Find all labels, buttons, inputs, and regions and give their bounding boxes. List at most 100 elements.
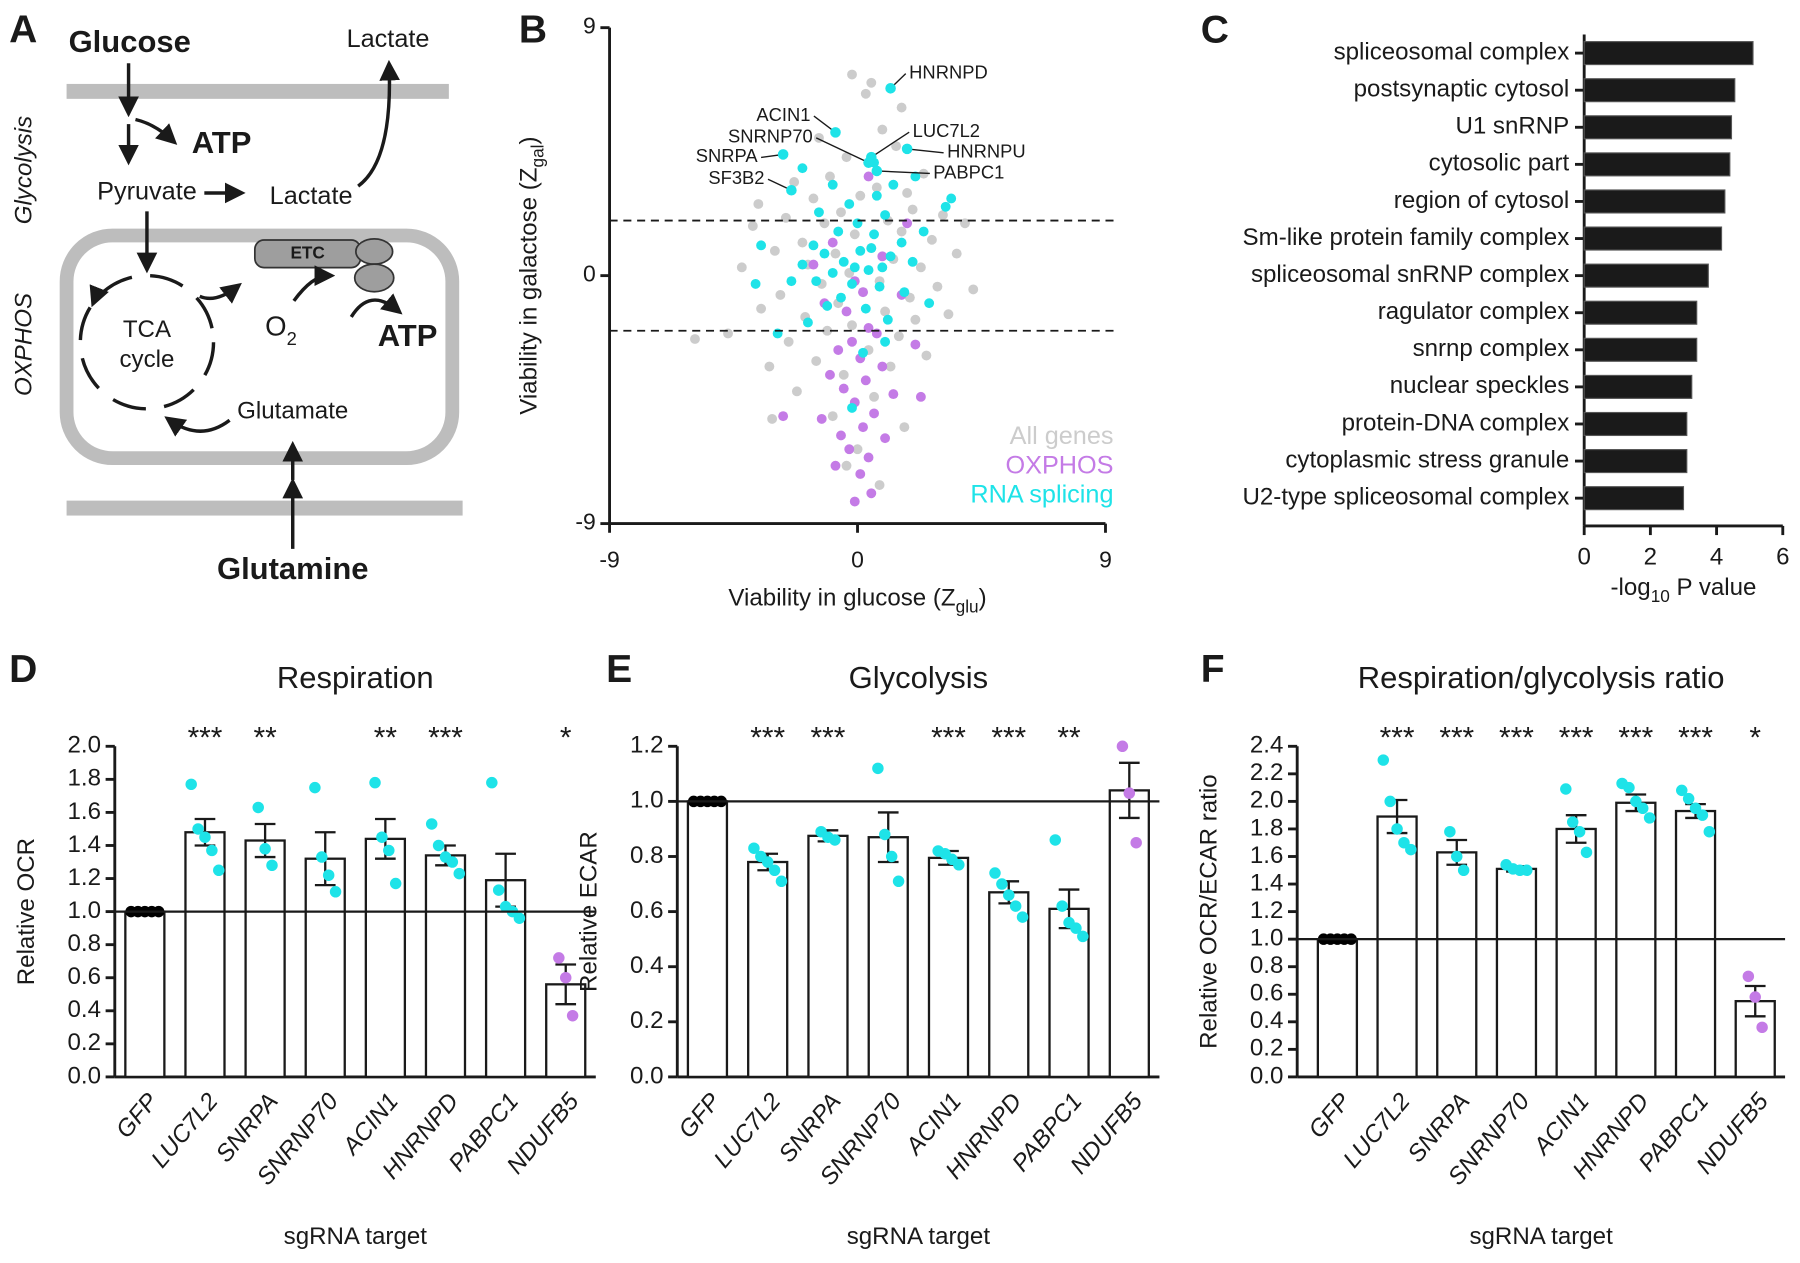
data-point xyxy=(872,762,884,775)
y-tick-label: 0.2 xyxy=(630,1007,664,1034)
point xyxy=(849,496,860,507)
point xyxy=(871,165,883,177)
panel-label: E xyxy=(606,648,632,691)
label: Lactate xyxy=(347,25,430,53)
x-axis-title: Viability in glucose (Zglu) xyxy=(728,585,986,616)
annotation: HNRNPU xyxy=(947,141,1026,162)
data-point xyxy=(213,864,225,877)
data-point xyxy=(989,867,1001,879)
y-tick-label: 0.6 xyxy=(1250,980,1284,1007)
point xyxy=(877,124,888,135)
y-tick-label: 2.4 xyxy=(1250,732,1284,759)
tca-cycle xyxy=(78,273,216,411)
point xyxy=(858,287,868,298)
data-point xyxy=(1049,834,1062,846)
data-point xyxy=(1384,795,1396,808)
panel-label: D xyxy=(9,648,37,691)
significance: *** xyxy=(1559,721,1594,754)
data-point xyxy=(1123,787,1136,799)
y-tick-label: cytoplasmic stress granule xyxy=(1285,446,1569,473)
annotation: PABPC1 xyxy=(933,161,1004,182)
significance: *** xyxy=(811,721,846,754)
bar xyxy=(1583,152,1731,177)
data-point xyxy=(1457,864,1470,877)
legend-label: OXPHOS xyxy=(1005,451,1113,479)
y-tick-label: 0.2 xyxy=(68,1029,102,1056)
data-point xyxy=(1116,740,1129,753)
data-point xyxy=(432,839,445,852)
y-tick-label: 1.4 xyxy=(1250,869,1284,896)
point xyxy=(750,278,761,289)
significance: *** xyxy=(931,721,966,754)
data-point xyxy=(559,971,572,984)
point xyxy=(880,433,891,444)
point xyxy=(690,334,700,344)
y-tick-label: 0.8 xyxy=(68,930,102,957)
point xyxy=(847,402,857,413)
point xyxy=(858,347,868,358)
point xyxy=(836,207,846,218)
y-tick-label: 1.0 xyxy=(68,897,102,924)
point xyxy=(777,149,789,160)
point xyxy=(874,281,885,292)
point xyxy=(888,389,899,400)
data-point xyxy=(1756,1021,1768,1034)
point xyxy=(764,361,775,372)
arrow xyxy=(357,59,400,188)
label: ATP xyxy=(378,318,438,353)
bar xyxy=(1583,78,1736,103)
point xyxy=(791,386,802,397)
label: Lactate xyxy=(270,182,353,210)
point xyxy=(747,221,758,231)
mitochondrion xyxy=(59,228,460,466)
point xyxy=(847,278,857,289)
point xyxy=(786,184,797,196)
data-point xyxy=(1580,846,1593,859)
bar xyxy=(927,856,970,1079)
arrow xyxy=(292,265,336,302)
bar xyxy=(1674,809,1717,1079)
data-point xyxy=(1003,889,1015,901)
data-point xyxy=(369,776,381,789)
point xyxy=(924,298,935,309)
data-point xyxy=(1451,850,1463,863)
point xyxy=(827,179,838,190)
y-tick-label: postsynaptic cytosol xyxy=(1354,76,1570,103)
point xyxy=(808,193,819,204)
panel-label: C xyxy=(1201,9,1229,52)
point xyxy=(838,256,849,267)
y-tick-label: U2-type spliceosomal complex xyxy=(1243,484,1570,511)
point xyxy=(836,292,846,303)
y-tick-label: 0.6 xyxy=(630,897,664,924)
x-tick-label: GFP xyxy=(674,1088,727,1143)
data-point xyxy=(252,801,264,814)
y-tick-label: protein-DNA complex xyxy=(1342,409,1570,436)
leader-line xyxy=(876,170,930,175)
bar xyxy=(1583,226,1723,251)
chart-title: Respiration/glycolysis ratio xyxy=(1358,660,1725,695)
point xyxy=(756,303,767,314)
y-tick-label: spliceosomal complex xyxy=(1334,38,1570,65)
y-axis-title-part: gal xyxy=(527,145,547,168)
label: Glycolysis xyxy=(11,116,38,224)
bar xyxy=(1316,938,1359,1079)
bar xyxy=(364,837,407,1079)
data-point xyxy=(492,884,505,896)
y-tick-label: 1.2 xyxy=(630,732,664,759)
point xyxy=(769,245,780,256)
data-point xyxy=(1566,816,1579,828)
point xyxy=(847,320,857,331)
data-point xyxy=(553,952,565,964)
y-tick-label: 1.2 xyxy=(1250,897,1284,924)
point xyxy=(921,350,932,361)
panel-label: B xyxy=(519,9,547,52)
significance: *** xyxy=(188,721,223,754)
y-tick-label: region of cytosol xyxy=(1394,187,1569,214)
point xyxy=(827,237,838,248)
y-tick-label: Sm-like protein family complex xyxy=(1243,224,1570,251)
point xyxy=(797,237,808,248)
point xyxy=(860,88,871,99)
bar xyxy=(988,891,1030,1079)
label: Glutamine xyxy=(217,551,369,586)
point xyxy=(866,77,877,88)
